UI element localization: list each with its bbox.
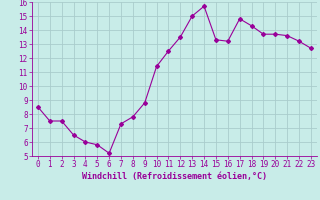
X-axis label: Windchill (Refroidissement éolien,°C): Windchill (Refroidissement éolien,°C) — [82, 172, 267, 181]
